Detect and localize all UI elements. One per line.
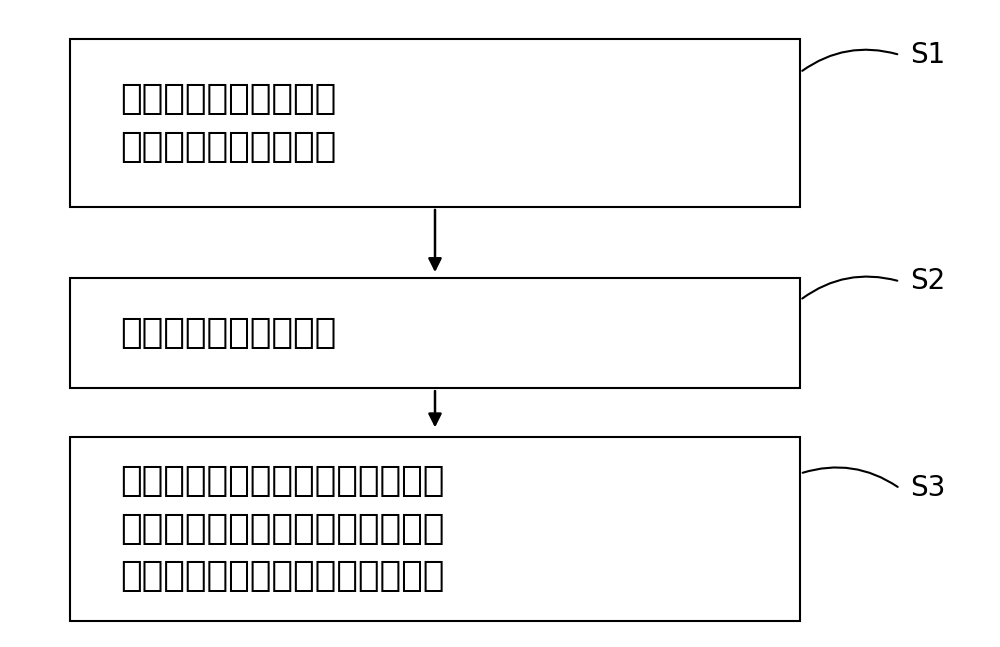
Bar	[70, 278, 800, 388]
FancyArrowPatch shape	[802, 50, 897, 71]
FancyArrowPatch shape	[802, 276, 897, 298]
Text: 干燥所述量子点墨水；: 干燥所述量子点墨水；	[120, 316, 336, 350]
Bar	[70, 39, 800, 207]
Bar	[70, 437, 800, 621]
Text: 在所述量子点墨水固化前，对所述
量子点墨水施加磁场，使所述磁性
粒子朝向所述像素开口底部移动。: 在所述量子点墨水固化前，对所述 量子点墨水施加磁场，使所述磁性 粒子朝向所述像素…	[120, 465, 444, 593]
FancyArrowPatch shape	[803, 467, 898, 487]
Text: S2: S2	[910, 267, 945, 296]
Text: S3: S3	[910, 474, 945, 503]
Text: S1: S1	[910, 41, 945, 69]
Text: 在所述像素开口中喷墨
打印所述量子点墨水；: 在所述像素开口中喷墨 打印所述量子点墨水；	[120, 82, 336, 164]
